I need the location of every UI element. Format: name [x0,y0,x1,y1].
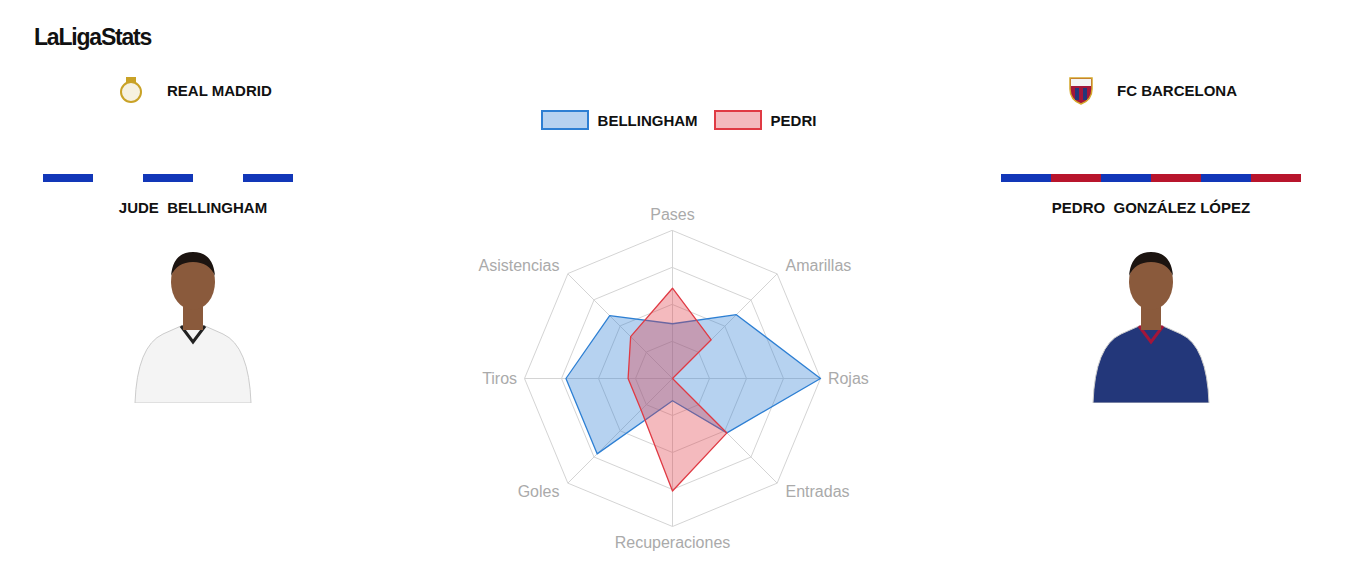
svg-text:Amarillas: Amarillas [786,257,852,274]
html-text:PEDRI: PEDRI [770,111,817,129]
svg-text:Rojas: Rojas [828,370,869,387]
svg-text:Goles: Goles [518,483,560,500]
html-text:PEDRO GONZÁLEZ LÓPEZ: PEDRO GONZÁLEZ LÓPEZ [1051,199,1251,216]
svg-text:Tiros: Tiros [482,370,517,387]
svg-text:Asistencias: Asistencias [479,257,560,274]
svg-text:Recuperaciones: Recuperaciones [615,534,731,551]
svg-text:Pases: Pases [650,206,694,223]
html-text:LaLigaStats: LaLigaStats [34,24,152,50]
svg-text:Entradas: Entradas [786,483,850,500]
html-text:BELLINGHAM: BELLINGHAM [597,111,698,129]
html-text:REAL MADRID: REAL MADRID [167,82,272,99]
html-text:FC BARCELONA: FC BARCELONA [1117,82,1237,99]
html-text:JUDE BELLINGHAM: JUDE BELLINGHAM [118,199,268,216]
